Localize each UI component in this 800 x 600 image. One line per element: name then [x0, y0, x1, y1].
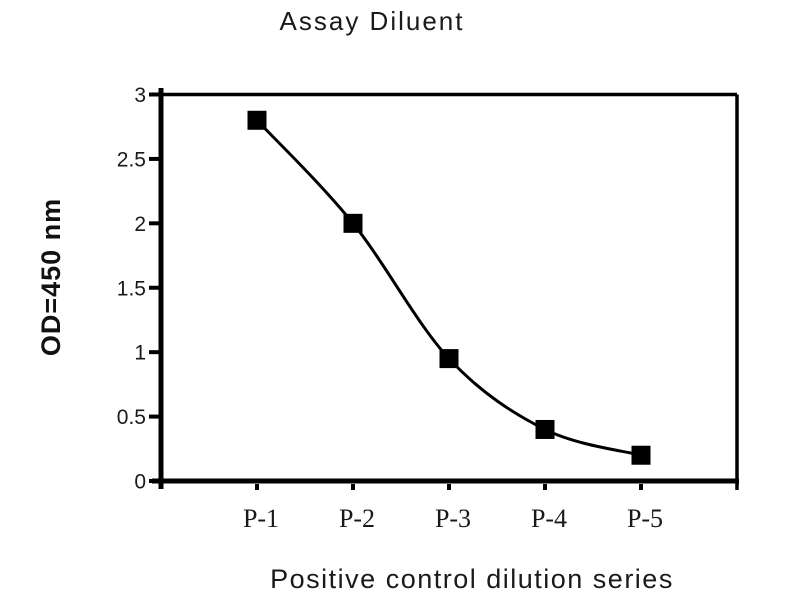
y-tick-label: 1.5 [117, 277, 146, 300]
y-axis-title: OD=450 nm [36, 198, 66, 356]
data-point-marker [247, 110, 267, 130]
data-point-marker [535, 419, 555, 439]
tick-labels: 0 0.5 1 1.5 2 2.5 3 P-1 P-2 P-3 P-4 P-5 [117, 84, 663, 533]
x-category-label: P-3 [435, 504, 471, 533]
x-category-label: P-5 [627, 504, 663, 533]
data-point-marker [439, 349, 459, 369]
data-point-marker [343, 213, 363, 233]
y-tick-label: 0.5 [117, 406, 146, 429]
x-category-label: P-4 [531, 504, 567, 533]
y-tick-label: 0 [134, 471, 146, 494]
x-category-label: P-1 [243, 504, 279, 533]
axes [149, 88, 739, 490]
y-tick-label: 2 [134, 213, 146, 236]
chart-title: Assay Diluent [280, 6, 465, 36]
y-tick-label: 1 [134, 342, 146, 365]
data-point-marker [631, 445, 651, 465]
y-tick-label: 2.5 [117, 148, 146, 171]
data-series [247, 110, 651, 465]
x-category-label: P-2 [339, 504, 375, 533]
series-line [255, 119, 642, 457]
x-axis-title: Positive control dilution series [270, 564, 674, 594]
y-tick-label: 3 [134, 84, 146, 107]
